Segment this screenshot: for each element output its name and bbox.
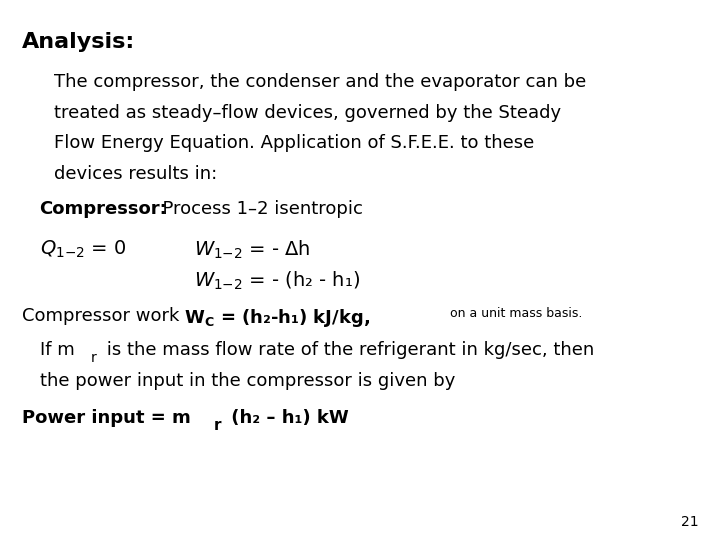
Text: is the mass flow rate of the refrigerant in kg/sec, then: is the mass flow rate of the refrigerant… (101, 341, 594, 359)
Text: devices results in:: devices results in: (54, 165, 217, 183)
Text: Process 1–2 isentropic: Process 1–2 isentropic (151, 200, 363, 218)
Text: treated as steady–flow devices, governed by the Steady: treated as steady–flow devices, governed… (54, 104, 561, 122)
Text: r: r (91, 351, 96, 365)
Text: $Q_{1\mathregular{-}2}$ = 0: $Q_{1\mathregular{-}2}$ = 0 (40, 239, 126, 260)
Text: Compressor:: Compressor: (40, 200, 167, 218)
Text: Analysis:: Analysis: (22, 32, 135, 52)
Text: Power input = m: Power input = m (22, 409, 190, 427)
Text: 21: 21 (681, 515, 698, 529)
Text: $W_{1\mathregular{-}2}$ = - (h₂ - h₁): $W_{1\mathregular{-}2}$ = - (h₂ - h₁) (194, 270, 361, 292)
Text: (h₂ – h₁) kW: (h₂ – h₁) kW (225, 409, 348, 427)
Text: r: r (214, 418, 221, 434)
Text: The compressor, the condenser and the evaporator can be: The compressor, the condenser and the ev… (54, 73, 586, 91)
Text: Compressor work: Compressor work (22, 307, 185, 325)
Text: If m: If m (40, 341, 74, 359)
Text: Flow Energy Equation. Application of S.F.E.E. to these: Flow Energy Equation. Application of S.F… (54, 134, 534, 152)
Text: the power input in the compressor is given by: the power input in the compressor is giv… (40, 372, 455, 390)
Text: on a unit mass basis.: on a unit mass basis. (446, 307, 582, 320)
Text: $W_{1\mathregular{-}2}$ = - Δh: $W_{1\mathregular{-}2}$ = - Δh (194, 239, 311, 261)
Text: $\mathbf{W_C}$ = (h₂-h₁) kJ/kg,: $\mathbf{W_C}$ = (h₂-h₁) kJ/kg, (184, 307, 369, 329)
